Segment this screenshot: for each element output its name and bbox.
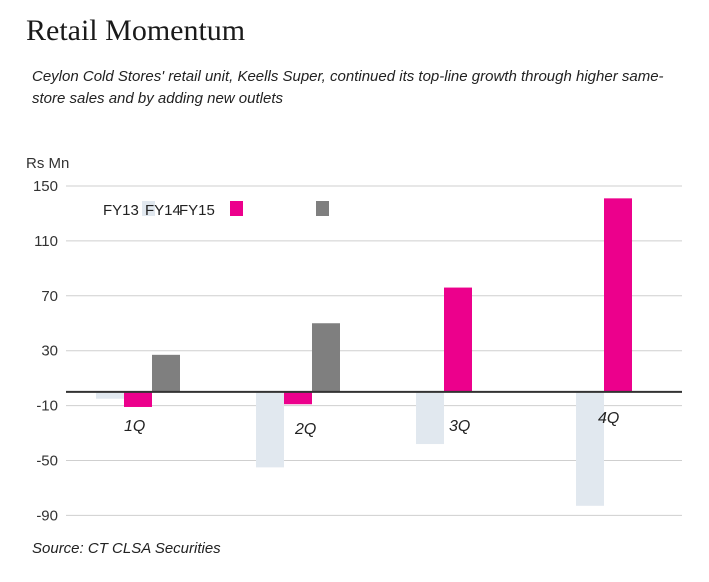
- category-label: 4Q: [598, 410, 619, 427]
- bar-fy15-2q: [312, 323, 340, 392]
- bar-fy14-3q: [444, 287, 472, 392]
- category-label: 2Q: [294, 421, 316, 438]
- category-labels: 1Q 2Q 3Q 4Q: [124, 410, 619, 438]
- legend-swatch-fy15: [316, 201, 329, 216]
- y-tick-label: 150: [33, 178, 58, 195]
- source-note: Source: CT CLSA Securities: [32, 540, 221, 557]
- bar-fy14-1q: [124, 391, 152, 407]
- y-tick-label: 70: [41, 288, 58, 305]
- bars: [96, 198, 632, 506]
- y-tick-label: 110: [34, 233, 58, 250]
- y-tick-label: -10: [36, 398, 58, 415]
- legend-label-fy13: FY13: [103, 202, 139, 219]
- legend-swatch-fy13: [142, 201, 155, 216]
- legend-label-fy14: FY14: [145, 202, 181, 219]
- y-tick-label: -50: [36, 453, 58, 470]
- y-tick-labels: 150 110 70 30 -10 -50 -90: [33, 178, 58, 524]
- category-label: 1Q: [124, 418, 145, 435]
- y-axis-label: Rs Mn: [26, 155, 69, 172]
- bar-fy13-2q: [256, 391, 284, 468]
- y-tick-label: 30: [41, 343, 58, 360]
- y-tick-label: -90: [36, 507, 58, 524]
- bar-fy14-2q: [284, 391, 312, 405]
- legend-label-fy15: FY15: [179, 202, 215, 219]
- bar-fy14-4q: [604, 198, 632, 392]
- category-label: 3Q: [449, 418, 470, 435]
- chart-title: Retail Momentum: [26, 14, 246, 47]
- bar-fy15-1q: [152, 354, 180, 392]
- chart-subtitle: Ceylon Cold Stores' retail unit, Keells …: [32, 68, 664, 107]
- legend-swatch-fy14: [230, 201, 243, 216]
- bar-fy13-4q: [576, 391, 604, 506]
- bar-fy13-1q: [96, 391, 124, 399]
- bar-fy13-3q: [416, 391, 444, 445]
